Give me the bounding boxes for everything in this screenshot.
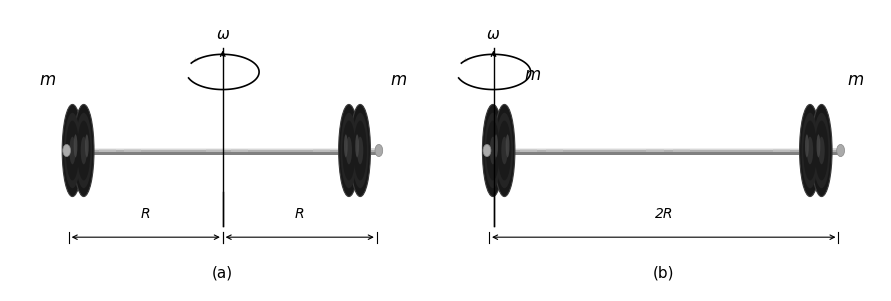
Ellipse shape — [486, 121, 500, 180]
Ellipse shape — [802, 113, 819, 188]
Ellipse shape — [66, 121, 79, 180]
Ellipse shape — [816, 134, 821, 157]
Ellipse shape — [490, 137, 496, 164]
Text: ω: ω — [217, 27, 229, 42]
Bar — [773, 149, 790, 152]
Text: ω: ω — [487, 27, 500, 42]
Text: m: m — [525, 66, 541, 84]
Ellipse shape — [346, 137, 352, 164]
Bar — [489, 149, 838, 152]
Ellipse shape — [483, 144, 491, 157]
Ellipse shape — [502, 137, 508, 164]
Ellipse shape — [78, 121, 90, 180]
Ellipse shape — [805, 134, 809, 157]
Bar — [489, 147, 838, 150]
Ellipse shape — [496, 113, 513, 188]
Bar — [99, 149, 116, 152]
Ellipse shape — [85, 134, 89, 157]
Text: R: R — [141, 207, 151, 221]
Ellipse shape — [73, 104, 94, 197]
Bar — [69, 147, 377, 150]
Bar — [125, 149, 142, 152]
Ellipse shape — [76, 113, 92, 188]
Ellipse shape — [74, 134, 78, 157]
Ellipse shape — [495, 134, 498, 157]
Bar — [339, 149, 356, 152]
Ellipse shape — [62, 144, 70, 157]
Ellipse shape — [811, 104, 832, 197]
Bar — [546, 149, 563, 152]
Bar — [232, 149, 249, 152]
Ellipse shape — [837, 144, 845, 157]
Bar — [206, 149, 223, 152]
Bar — [799, 149, 817, 152]
Ellipse shape — [354, 121, 367, 180]
Ellipse shape — [482, 104, 503, 197]
Bar — [69, 149, 377, 152]
Bar — [69, 152, 377, 155]
Bar — [313, 149, 330, 152]
Text: m: m — [390, 71, 406, 89]
Bar — [519, 149, 537, 152]
Ellipse shape — [62, 104, 83, 197]
Ellipse shape — [814, 121, 829, 180]
Ellipse shape — [356, 134, 359, 157]
Ellipse shape — [64, 113, 81, 188]
Ellipse shape — [350, 104, 371, 197]
Text: m: m — [847, 71, 864, 89]
Ellipse shape — [352, 113, 369, 188]
Ellipse shape — [813, 113, 830, 188]
Ellipse shape — [485, 113, 502, 188]
Text: R: R — [295, 207, 305, 221]
Ellipse shape — [344, 134, 347, 157]
Text: 2R: 2R — [655, 207, 673, 221]
Ellipse shape — [819, 137, 825, 164]
Ellipse shape — [357, 137, 364, 164]
Ellipse shape — [799, 104, 821, 197]
Ellipse shape — [498, 121, 511, 180]
Bar — [498, 148, 830, 149]
Ellipse shape — [81, 137, 86, 164]
Ellipse shape — [807, 137, 813, 164]
Text: m: m — [39, 71, 55, 89]
Bar — [646, 149, 664, 152]
Ellipse shape — [69, 137, 76, 164]
Ellipse shape — [804, 121, 817, 180]
Ellipse shape — [375, 144, 383, 157]
Bar — [673, 149, 690, 152]
Ellipse shape — [506, 134, 510, 157]
Ellipse shape — [342, 121, 356, 180]
Bar — [78, 148, 368, 149]
Ellipse shape — [494, 104, 515, 197]
Bar — [489, 152, 838, 155]
Text: (a): (a) — [212, 265, 233, 281]
Text: (b): (b) — [653, 265, 674, 281]
Ellipse shape — [340, 113, 357, 188]
Ellipse shape — [339, 104, 359, 197]
